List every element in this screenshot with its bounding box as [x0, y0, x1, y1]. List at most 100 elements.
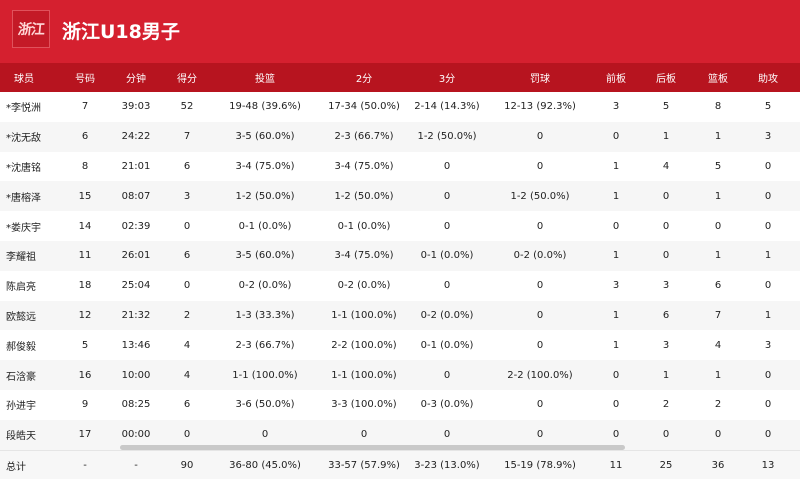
column-header: 前板: [592, 63, 640, 92]
stat-cell: 0: [640, 419, 692, 451]
stat-cell: 0-1 (0.0%): [238, 220, 292, 232]
stat-cell: 5: [714, 160, 722, 172]
player-name-cell: *李悦洲: [6, 103, 41, 115]
table-body: *李悦洲 7 39:03 52 19-48 (39.6%) 17-34 (50.0%) 2-…: [0, 92, 800, 479]
player-name-cell: 陈启亮: [6, 282, 36, 294]
stat-cell: 1: [592, 240, 640, 271]
stat-cell: 18: [78, 280, 92, 292]
stat-cell: 1: [792, 121, 800, 152]
stat-cell: 15: [64, 181, 106, 212]
stat-cell: 8: [714, 101, 722, 113]
stat-cell: 0: [792, 92, 800, 122]
stat-cell: 6: [640, 300, 692, 331]
stat-cell: 0: [640, 181, 692, 212]
stat-cell: 0: [640, 240, 692, 271]
stat-cell: 16: [64, 360, 106, 390]
stat-cell: 3-4 (75.0%): [235, 160, 295, 172]
stat-cell: 1: [744, 300, 792, 331]
player-name-cell: *沈唐铭: [6, 162, 41, 174]
stat-cell: 10:00: [106, 360, 166, 390]
stat-cell: 2: [792, 330, 800, 360]
stat-cell: 3: [662, 280, 670, 292]
stat-cell: 1: [744, 240, 792, 271]
stat-cell: 0: [792, 271, 800, 301]
stat-cell: 12: [64, 300, 106, 331]
stat-cell: 17-34 (50.0%): [328, 101, 400, 113]
stat-cell: 0: [764, 399, 772, 411]
stat-cell: 2: [166, 300, 208, 331]
stat-cell: 4: [166, 360, 208, 390]
stats-table-container[interactable]: 球员号码分钟得分投篮2分3分罚球前板后板篮板助攻失误抢 *李悦洲739:0352…: [0, 63, 800, 479]
stat-cell: 0: [443, 160, 451, 172]
stat-cell: 0: [443, 280, 451, 292]
stat-cell: 15-19 (78.9%): [488, 449, 592, 479]
player-name-cell: 李耀祖: [0, 240, 64, 271]
stat-cell: 33-57 (57.9%): [322, 449, 406, 479]
stat-cell: 7: [692, 300, 744, 331]
stat-cell: 3-4 (75.0%): [334, 160, 394, 172]
stat-cell: 0: [764, 160, 772, 172]
stat-cell: 1: [792, 152, 800, 182]
stat-cell: 0: [612, 399, 620, 411]
stat-cell: 0: [406, 181, 488, 212]
stat-cell: 13: [744, 449, 792, 479]
stat-cell: 1: [612, 160, 620, 172]
table-row: *沈无敌 6 24:22 7 3-5 (60.0%) 2-3 (66.7%) 1-2 (50…: [0, 121, 800, 152]
stat-cell: 0: [443, 220, 451, 232]
stat-cell: 0: [792, 181, 800, 212]
stat-cell: 0: [744, 181, 792, 212]
stat-cell: 3: [612, 101, 620, 113]
stat-cell: 1: [692, 240, 744, 271]
stat-cell: 0: [536, 280, 544, 292]
stat-cell: 0-1 (0.0%): [337, 220, 391, 232]
column-header: 号码: [64, 63, 106, 92]
stat-cell: 08:25: [121, 399, 151, 411]
stat-cell: 4: [662, 160, 670, 172]
column-header: 失误: [792, 63, 800, 92]
player-name-cell: 段皓天: [0, 419, 64, 451]
player-name-cell: 总计: [0, 449, 64, 479]
table-row: 孙进宇 9 08:25 6 3-6 (50.0%) 3-3 (100.0%) 0-3 (0.…: [0, 390, 800, 420]
stat-cell: 3-4 (75.0%): [322, 240, 406, 271]
stat-cell: 2-2 (100.0%): [488, 360, 592, 390]
table-row: *娄庆宇 14 02:39 0 0-1 (0.0%) 0-1 (0.0%) 0 0 0 0 0 0 0: [0, 211, 800, 241]
stat-cell: 6: [64, 121, 106, 152]
stat-cell: 25:04: [121, 280, 151, 292]
column-header: 罚球: [488, 63, 592, 92]
column-header: 得分: [166, 63, 208, 92]
player-name-cell: *沈无敌: [0, 121, 64, 152]
stat-cell: 4: [183, 339, 191, 351]
stat-cell: 1: [692, 181, 744, 212]
stat-cell: 0: [183, 220, 191, 232]
stat-cell: 0: [764, 220, 772, 232]
stat-cell: 12-13 (92.3%): [504, 101, 576, 113]
player-name-cell: 石浛豪: [0, 360, 64, 390]
page-title: 浙江U18男子: [62, 21, 180, 43]
stat-cell: 19-48 (39.6%): [229, 101, 301, 113]
stat-cell: 0-2 (0.0%): [406, 300, 488, 331]
stat-cell: 4: [714, 339, 722, 351]
stat-cell: 36: [692, 449, 744, 479]
stat-cell: 8: [81, 160, 89, 172]
stat-cell: 2: [714, 399, 722, 411]
column-header: 2分: [322, 63, 406, 92]
horizontal-scrollbar[interactable]: [120, 445, 625, 450]
stat-cell: 0-2 (0.0%): [238, 280, 292, 292]
stat-cell: 3: [612, 280, 620, 292]
stat-cell: 5: [662, 101, 670, 113]
stat-cell: 0: [406, 360, 488, 390]
column-header: 投篮: [208, 63, 322, 92]
stat-cell: 0: [792, 300, 800, 331]
stat-cell: 6: [166, 240, 208, 271]
table-row: 陈启亮 18 25:04 0 0-2 (0.0%) 0-2 (0.0%) 0 0 3 3 6 0 0: [0, 271, 800, 301]
stat-cell: 5: [764, 101, 772, 113]
table-row: 欧懿远 12 21:32 2 1-3 (33.3%) 1-1 (100.0%) 0-2 (0…: [0, 300, 800, 331]
team-logo-text: 浙江: [17, 22, 45, 38]
stat-cell: 6: [183, 160, 191, 172]
stat-cell: 1: [640, 121, 692, 152]
stat-cell: 1-1 (100.0%): [322, 360, 406, 390]
stat-cell: 7: [81, 101, 89, 113]
stat-cell: 1-3 (33.3%): [208, 300, 322, 331]
player-stats-table: 球员号码分钟得分投篮2分3分罚球前板后板篮板助攻失误抢 *李悦洲739:0352…: [0, 63, 800, 479]
column-header: 助攻: [744, 63, 792, 92]
